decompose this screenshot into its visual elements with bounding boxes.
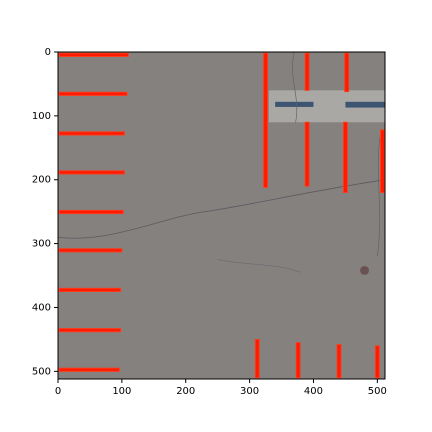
y-tick-label: 100 <box>32 111 51 122</box>
x-tick-label: 400 <box>304 386 323 397</box>
y-tick-label: 0 <box>45 47 51 58</box>
x-tick-label: 100 <box>112 386 131 397</box>
axes-frame <box>57 51 386 380</box>
y-tick-label: 200 <box>32 175 51 186</box>
ticks: 0 100 200 300 400 500 0 100 200 300 400 500 <box>32 47 387 397</box>
detections <box>58 52 385 379</box>
x-tick-label: 200 <box>176 386 195 397</box>
image <box>57 51 386 380</box>
x-tick-label: 500 <box>368 386 387 397</box>
y-tick-label: 300 <box>32 239 51 250</box>
y-tick-label: 500 <box>32 366 51 377</box>
y-tick-label: 400 <box>32 302 51 313</box>
x-tick-label: 0 <box>55 386 61 397</box>
x-tick-label: 300 <box>240 386 259 397</box>
